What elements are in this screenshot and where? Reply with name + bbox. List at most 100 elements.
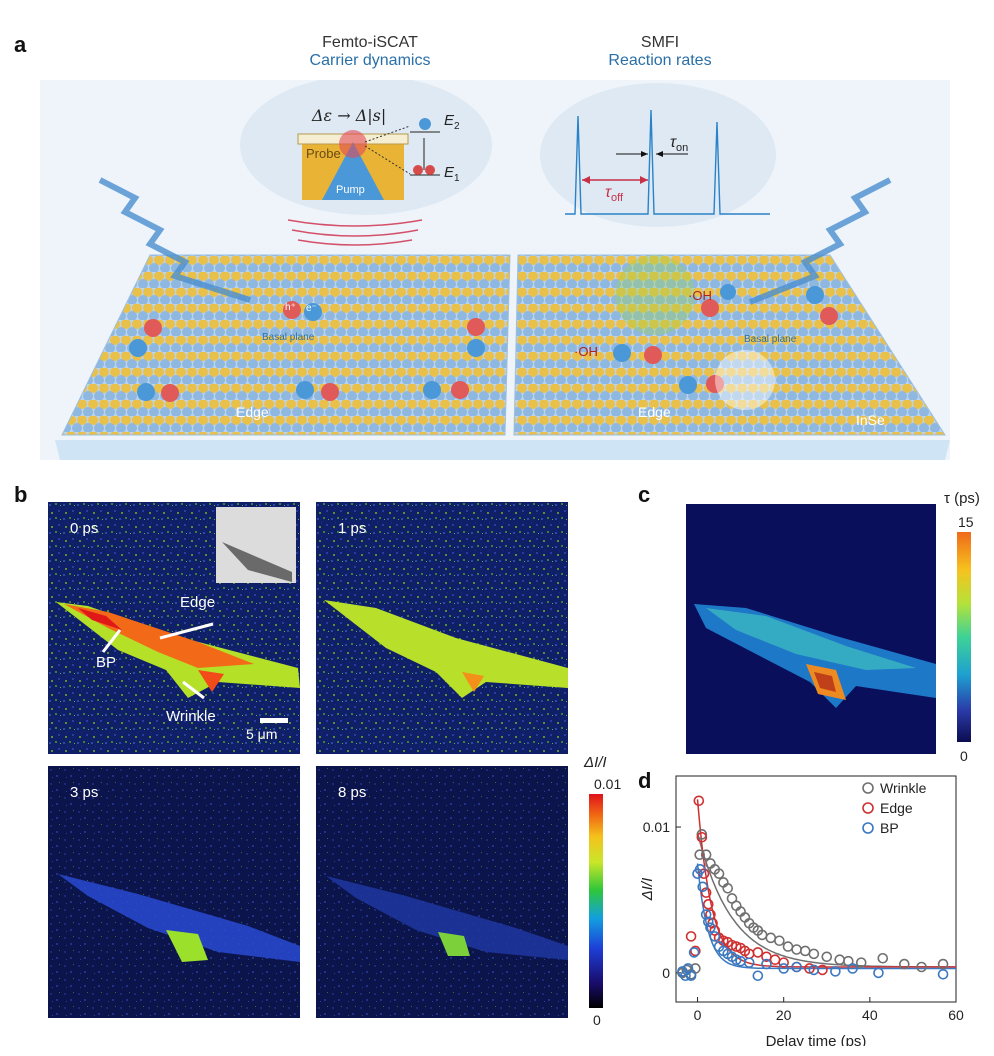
panel-a-schematic: [40, 80, 950, 460]
data-point-edge: [700, 887, 712, 898]
tau-colorbar-min: 0: [960, 748, 968, 764]
frame-3ps: 3 ps: [48, 766, 300, 1018]
dii-colorbar-max: 0.01: [594, 776, 622, 792]
data-point-bp: [685, 970, 697, 982]
data-point-wrinkle: [700, 849, 712, 861]
probe-light-right: [748, 177, 892, 305]
excitation-spot: [339, 130, 367, 158]
legend-label-wrinkle: Wrinkle: [880, 780, 927, 796]
data-point-wrinkle: [916, 961, 927, 973]
plot-frame: [675, 775, 957, 1003]
data-point-bp: [937, 968, 949, 980]
data-point-bp: [761, 958, 772, 970]
x-tick-label: 40: [862, 1007, 878, 1023]
femto-iscat-subtitle: Carrier dynamics: [309, 52, 431, 69]
data-point-bp: [703, 916, 714, 928]
data-point-bp: [752, 970, 764, 982]
fluorescence-glow: [615, 255, 695, 335]
dii-colorbar-min: 0: [593, 1012, 601, 1028]
data-point-edge: [696, 831, 708, 843]
data-point-wrinkle: [808, 948, 820, 960]
tau-on-subscript: on: [675, 142, 689, 155]
data-point-bp: [873, 967, 884, 979]
data-point-wrinkle: [834, 954, 845, 966]
data-point-edge: [693, 795, 705, 807]
edge-annotation: Edge: [180, 594, 216, 611]
lifetime-map: [686, 504, 936, 754]
tau-on-label: τon: [670, 134, 688, 154]
bp-annotation: BP: [96, 654, 117, 671]
frame-0ps-time: 0 ps: [70, 520, 99, 537]
tau-colorbar-title: τ (ps): [944, 490, 980, 507]
tau-off-subscript: off: [610, 192, 624, 205]
y-tick-label: 0: [662, 965, 670, 981]
e1-symbol: E: [444, 164, 455, 181]
smfi-header: SMFI Reaction rates: [555, 34, 765, 70]
inse-label: InSe: [856, 412, 885, 428]
smfi-trace: [565, 109, 770, 215]
y-tick-label: 0.01: [643, 819, 670, 835]
oh-radical-label-1: ·OH: [688, 288, 712, 303]
crystal-slab-right: [513, 254, 946, 436]
data-point-edge: [703, 899, 714, 910]
data-point-wrinkle: [937, 958, 949, 970]
data-point-wrinkle: [799, 945, 811, 957]
tau-off-label: τoff: [605, 184, 623, 204]
wave-ripples: [287, 219, 423, 246]
data-point-wrinkle: [774, 935, 785, 947]
wrinkle-annotation: Wrinkle: [166, 708, 216, 725]
dii-colorbar: [589, 794, 603, 1008]
glass-substrate: [55, 440, 950, 460]
frame-1ps-time: 1 ps: [338, 520, 367, 537]
data-point-wrinkle: [782, 941, 794, 952]
frame-1ps: 1 ps: [316, 502, 568, 754]
hole-right: [425, 165, 435, 175]
panel-d-letter: d: [638, 768, 652, 793]
smfi-title: SMFI: [640, 34, 680, 51]
data-point-edge: [769, 954, 781, 966]
data-point-bp: [808, 964, 820, 976]
electron-symbol-label: e⁻: [306, 303, 317, 314]
y-axis-label: ΔI/I: [639, 878, 656, 902]
data-point-bp: [700, 909, 712, 920]
x-tick-label: 20: [776, 1007, 792, 1023]
carriers: [129, 284, 838, 402]
decay-chart: 0 20 40 60 0 0.01 Delay time (ps) ΔI/I Wrinkle Ed…: [639, 775, 964, 1046]
femto-iscat-header: Femto-iSCAT Carrier dynamics: [265, 34, 475, 70]
pump-beam: [322, 142, 384, 200]
frame-3ps-time: 3 ps: [70, 784, 99, 801]
e1-level-label: E1: [444, 164, 460, 184]
data-point-wrinkle: [855, 957, 867, 968]
x-axis-label: Delay time (ps): [766, 1033, 867, 1046]
data-point-bp: [697, 881, 709, 893]
data-point-edge: [685, 931, 697, 942]
edge-right-label: Edge: [638, 404, 671, 420]
legend-marker-bp: [862, 822, 874, 834]
legend-marker-wrinkle: [862, 782, 874, 794]
oh-radical-label-2: ·OH: [574, 344, 598, 359]
tau-off-symbol: τ: [605, 184, 611, 201]
frame-8ps: 8 ps: [316, 766, 568, 1018]
frame-8ps-time: 8 ps: [338, 784, 367, 801]
x-tick-label: 60: [948, 1007, 964, 1023]
data-point-bp: [847, 963, 858, 974]
data-point-wrinkle: [713, 868, 725, 879]
tau-colorbar: [957, 532, 971, 742]
data-point-wrinkle: [765, 932, 777, 944]
inset-equation: Δε → Δ|s|: [312, 106, 387, 125]
data-point-edge: [778, 957, 789, 968]
e1-subscript: 1: [454, 173, 460, 184]
tau-on-symbol: τ: [670, 134, 676, 151]
data-point-bp: [688, 947, 700, 958]
hole-left: [413, 165, 423, 175]
data-point-wrinkle: [791, 944, 802, 955]
probe-label: Probe: [306, 146, 341, 161]
basal-plane-right-label: Basal plane: [744, 334, 797, 345]
panel-b-letter: b: [14, 482, 28, 507]
data-point-wrinkle: [877, 952, 889, 964]
panel-c-letter: c: [638, 482, 651, 507]
data-point-bp: [778, 963, 789, 974]
data-point-wrinkle: [722, 882, 733, 894]
panel-a-letter: a: [14, 32, 27, 57]
e2-level-label: E2: [444, 112, 460, 132]
